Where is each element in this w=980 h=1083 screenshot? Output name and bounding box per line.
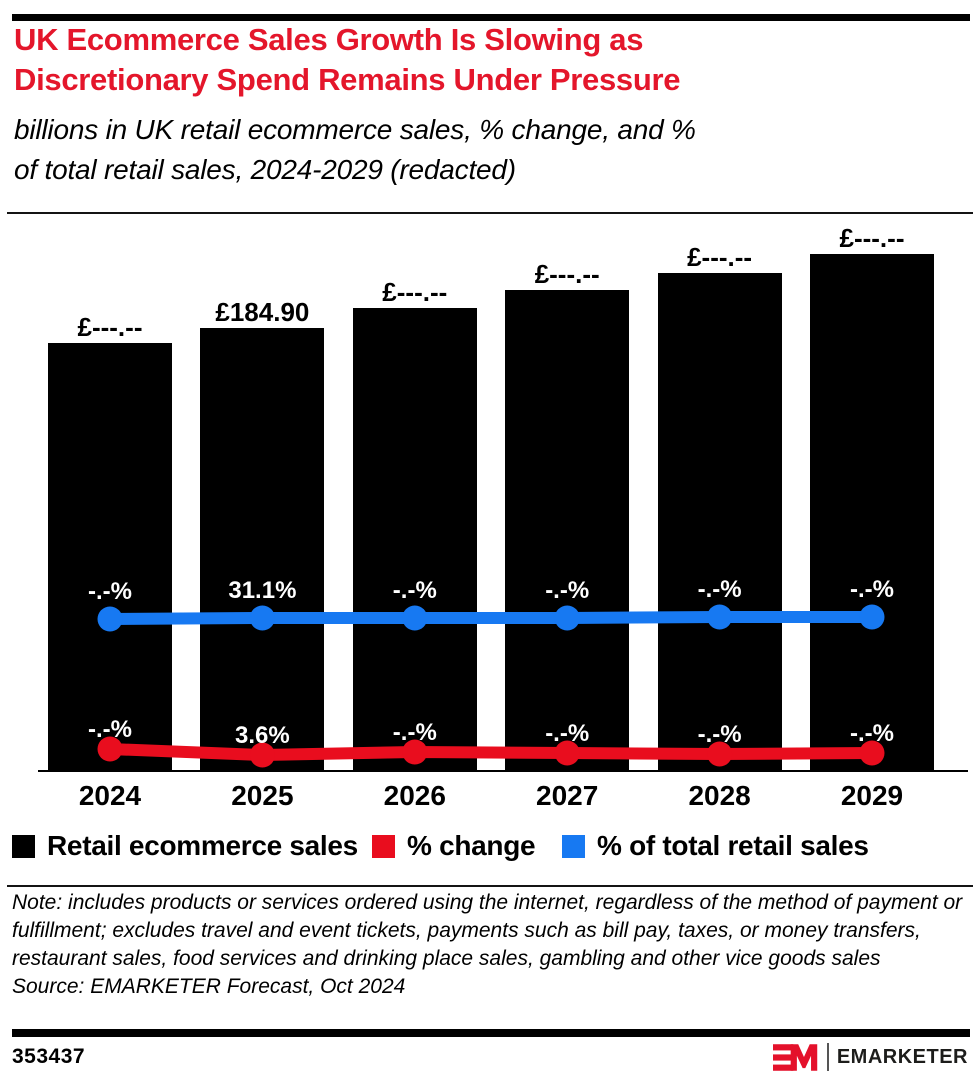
pct-change-label-2027: -.-% <box>545 720 590 747</box>
brand-lockup: EMARKETER <box>772 1043 968 1071</box>
year-label-2024: 2024 <box>78 780 142 811</box>
pct-total-dot-2027 <box>554 605 580 631</box>
chart-subtitle: billions in UK retail ecommerce sales, %… <box>14 110 954 190</box>
pct-total-line <box>104 611 878 625</box>
pct-total-dot-2028 <box>707 604 733 630</box>
lines-overlay <box>97 604 885 768</box>
legend-label: % of total retail sales <box>597 830 869 861</box>
plot-area: £---.-- 2024 -.-% -.-% £184.90 2025 31.1% 3.6% £… <box>48 223 934 811</box>
bar-2029 <box>810 254 934 770</box>
pct-total-dot-2026 <box>402 605 428 631</box>
brand-name: EMARKETER <box>836 1045 968 1068</box>
bottom-accent-bar <box>12 1029 970 1037</box>
year-label-2029: 2029 <box>840 780 904 811</box>
bar-2026 <box>352 308 477 770</box>
pct-total-label-2028: -.-% <box>697 576 742 603</box>
legend-swatch-black <box>12 834 35 858</box>
emarketer-logo-icon <box>772 1043 818 1071</box>
pct-total-label-2027: -.-% <box>545 577 590 604</box>
chart-legend: Retail ecommerce sales % change % of tot… <box>12 830 968 862</box>
pct-total-dot-2025 <box>249 605 275 631</box>
page-title: UK Ecommerce Sales Growth Is Slowing as … <box>14 20 934 100</box>
pct-change-label-2028: -.-% <box>697 721 742 748</box>
header-divider <box>7 212 973 214</box>
bar-2027 <box>505 290 630 770</box>
legend-item-pct-change: % change <box>372 830 536 862</box>
pct-change-line <box>104 743 878 762</box>
top-accent-bar <box>12 14 970 21</box>
year-label-2025: 2025 <box>231 780 294 811</box>
bar-2025 <box>200 328 325 770</box>
legend-item-pct-of-total-retail-sales: % of total retail sales <box>562 830 869 862</box>
x-axis-line <box>38 770 968 772</box>
legend-swatch-blue <box>562 834 585 858</box>
pct-total-label-2025: 31.1% <box>228 577 297 604</box>
bar-value-label-2025: £184.90 <box>215 297 310 327</box>
footer: 353437 EMARKETER <box>12 1041 968 1073</box>
bar-2024 <box>48 343 172 770</box>
subtitle-line2: of total retail sales, 2024-2029 (redact… <box>14 154 516 185</box>
footnote-block: Note: includes products or services orde… <box>12 889 964 1001</box>
legend-label: Retail ecommerce sales <box>47 830 358 861</box>
pct-total-dot-2029 <box>859 604 885 630</box>
pct-change-label-2025: 3.6% <box>235 722 290 749</box>
pct-change-dot-2027 <box>554 740 580 766</box>
legend-item-retail-ecommerce-sales: Retail ecommerce sales <box>12 830 358 862</box>
pct-change-dot-2025 <box>249 742 275 768</box>
note-text: Note: includes products or services orde… <box>12 891 963 970</box>
bar-value-label-2028: £---.-- <box>687 242 753 272</box>
year-label-2027: 2027 <box>536 780 599 811</box>
pct-change-label-2029: -.-% <box>850 720 894 747</box>
pct-total-dot-2024 <box>97 606 123 632</box>
subtitle-line1: billions in UK retail ecommerce sales, %… <box>14 114 696 145</box>
year-label-2026: 2026 <box>383 780 446 811</box>
pct-change-dot-2024 <box>97 736 123 762</box>
bar-value-label-2024: £---.-- <box>77 312 143 342</box>
bar-value-label-2026: £---.-- <box>382 277 448 307</box>
legend-label: % change <box>407 830 536 861</box>
pct-change-dot-2029 <box>859 740 885 766</box>
pct-total-label-2024: -.-% <box>88 578 132 605</box>
brand-divider <box>826 1043 829 1071</box>
legend-swatch-red <box>372 834 395 858</box>
pct-change-label-2026: -.-% <box>392 719 437 746</box>
title-line2: Discretionary Spend Remains Under Pressu… <box>14 62 681 97</box>
year-label-2028: 2028 <box>688 780 751 811</box>
pct-total-label-2026: -.-% <box>392 577 437 604</box>
bar-2028 <box>657 273 782 770</box>
pct-change-dot-2026 <box>402 739 428 765</box>
source-text: Source: EMARKETER Forecast, Oct 2024 <box>12 975 406 998</box>
bar-value-label-2029: £---.-- <box>839 223 905 253</box>
footnote-divider <box>7 885 973 887</box>
pct-change-label-2024: -.-% <box>88 716 132 743</box>
pct-total-label-2029: -.-% <box>850 576 894 603</box>
title-line1: UK Ecommerce Sales Growth Is Slowing as <box>14 22 644 57</box>
bar-value-label-2027: £---.-- <box>534 259 600 289</box>
chart-id: 353437 <box>12 1045 86 1068</box>
pct-change-dot-2028 <box>707 741 733 767</box>
